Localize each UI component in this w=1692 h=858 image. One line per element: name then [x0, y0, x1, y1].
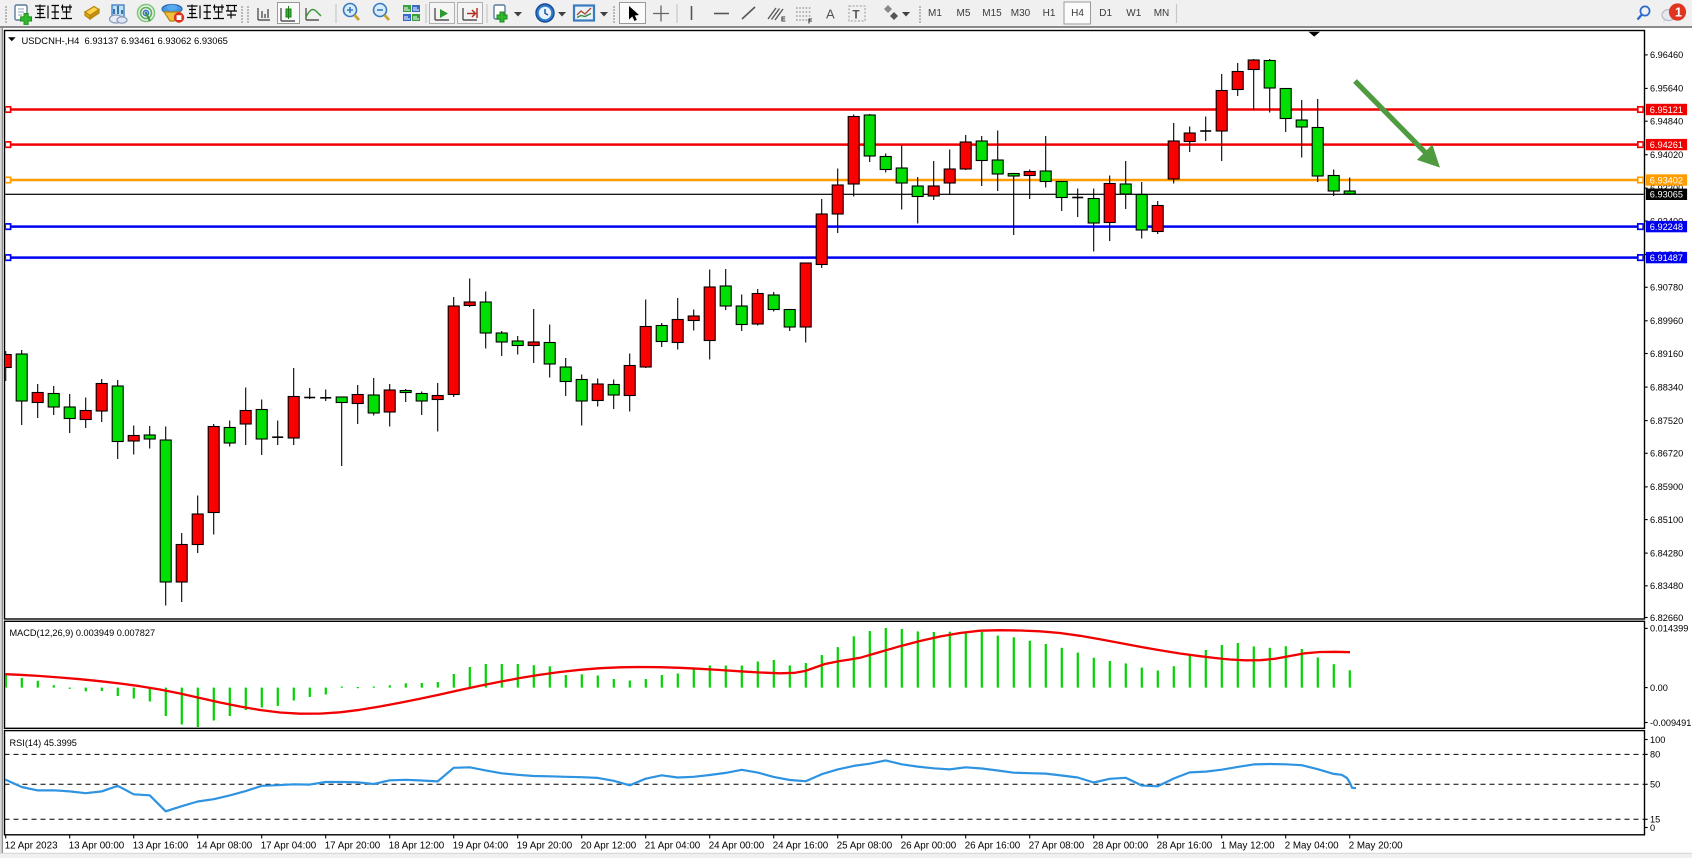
- svg-text:0.014399: 0.014399: [1650, 624, 1688, 634]
- svg-text:6.93200: 6.93200: [1650, 184, 1683, 194]
- svg-text:19 Apr 04:00: 19 Apr 04:00: [453, 841, 509, 852]
- svg-text:20 Apr 12:00: 20 Apr 12:00: [581, 841, 637, 852]
- svg-text:6.83480: 6.83480: [1650, 581, 1683, 591]
- svg-text:6.96460: 6.96460: [1650, 50, 1683, 60]
- svg-text:MACD(12,26,9) 0.003949 0.00782: MACD(12,26,9) 0.003949 0.007827: [10, 628, 156, 638]
- svg-text:6.92248: 6.92248: [1650, 222, 1683, 232]
- svg-text:A: A: [826, 7, 835, 22]
- svg-text:17 Apr 20:00: 17 Apr 20:00: [325, 841, 381, 852]
- svg-text:6.91487: 6.91487: [1650, 253, 1683, 263]
- svg-text:12 Apr 2023: 12 Apr 2023: [5, 841, 58, 852]
- svg-text:28 Apr 00:00: 28 Apr 00:00: [1093, 841, 1149, 852]
- svg-text:2 May 20:00: 2 May 20:00: [1349, 841, 1403, 852]
- svg-text:6.93402: 6.93402: [1650, 175, 1683, 185]
- svg-text:24 Apr 16:00: 24 Apr 16:00: [773, 841, 829, 852]
- svg-text:-0.009491: -0.009491: [1650, 718, 1691, 728]
- svg-text:6.89160: 6.89160: [1650, 349, 1683, 359]
- svg-text:6.89960: 6.89960: [1650, 316, 1683, 326]
- svg-text:USDCNH-,H4 6.93137 6.93461 6.: USDCNH-,H4 6.93137 6.93461 6.93062 6.930…: [22, 35, 228, 46]
- svg-text:24 Apr 00:00: 24 Apr 00:00: [709, 841, 765, 852]
- svg-text:1 May 12:00: 1 May 12:00: [1221, 841, 1275, 852]
- svg-text:6.86720: 6.86720: [1650, 449, 1683, 459]
- svg-text:1: 1: [1675, 6, 1682, 20]
- svg-text:18 Apr 12:00: 18 Apr 12:00: [389, 841, 445, 852]
- svg-text:14 Apr 08:00: 14 Apr 08:00: [197, 841, 253, 852]
- svg-text:6.82660: 6.82660: [1650, 613, 1683, 623]
- svg-text:100: 100: [1650, 735, 1665, 745]
- svg-text:6.94840: 6.94840: [1650, 117, 1683, 127]
- svg-text:26 Apr 16:00: 26 Apr 16:00: [965, 841, 1021, 852]
- svg-text:T: T: [853, 10, 860, 22]
- svg-text:E: E: [781, 17, 786, 24]
- svg-text:0: 0: [1650, 823, 1655, 833]
- svg-text:2 May 04:00: 2 May 04:00: [1285, 841, 1339, 852]
- svg-text:6.85100: 6.85100: [1650, 515, 1683, 525]
- svg-text:80: 80: [1650, 750, 1660, 760]
- svg-text:6.93065: 6.93065: [1650, 190, 1683, 200]
- svg-text:6.84280: 6.84280: [1650, 548, 1683, 558]
- svg-text:6.94261: 6.94261: [1650, 140, 1683, 150]
- svg-text:0.00: 0.00: [1650, 683, 1668, 693]
- svg-text:6.87520: 6.87520: [1650, 416, 1683, 426]
- svg-text:6.88340: 6.88340: [1650, 382, 1683, 392]
- svg-text:F: F: [808, 19, 813, 26]
- svg-text:25 Apr 08:00: 25 Apr 08:00: [837, 841, 893, 852]
- svg-text:13 Apr 00:00: 13 Apr 00:00: [69, 841, 125, 852]
- svg-text:6.95640: 6.95640: [1650, 84, 1683, 94]
- svg-text:13 Apr 16:00: 13 Apr 16:00: [133, 841, 189, 852]
- svg-text:6.85900: 6.85900: [1650, 482, 1683, 492]
- svg-text:6.95121: 6.95121: [1650, 105, 1683, 115]
- svg-text:19 Apr 20:00: 19 Apr 20:00: [517, 841, 573, 852]
- svg-text:26 Apr 00:00: 26 Apr 00:00: [901, 841, 957, 852]
- svg-text:17 Apr 04:00: 17 Apr 04:00: [261, 841, 317, 852]
- svg-text:28 Apr 16:00: 28 Apr 16:00: [1157, 841, 1213, 852]
- svg-text:15: 15: [1650, 815, 1660, 825]
- svg-text:6.90780: 6.90780: [1650, 283, 1683, 293]
- svg-text:50: 50: [1650, 780, 1660, 790]
- svg-text:27 Apr 08:00: 27 Apr 08:00: [1029, 841, 1085, 852]
- svg-text:21 Apr 04:00: 21 Apr 04:00: [645, 841, 701, 852]
- svg-text:RSI(14) 45.3995: RSI(14) 45.3995: [10, 738, 77, 748]
- svg-text:6.94020: 6.94020: [1650, 150, 1683, 160]
